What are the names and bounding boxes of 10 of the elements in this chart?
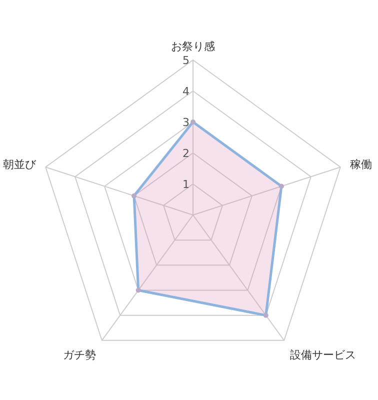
spoke-label: 稼働 bbox=[350, 158, 372, 172]
y-tick-label: 1 bbox=[182, 178, 190, 191]
spoke-label: お祭り感 bbox=[171, 40, 215, 53]
y-tick-label: 4 bbox=[182, 85, 190, 98]
y-tick-label: 5 bbox=[182, 54, 190, 67]
y-tick-label: 3 bbox=[182, 116, 190, 129]
spoke-label: 朝並び bbox=[3, 158, 38, 172]
y-tick-label: 2 bbox=[182, 147, 190, 160]
spoke-label: 設備サービス bbox=[290, 348, 356, 362]
spoke-label: ガチ勢 bbox=[63, 348, 96, 362]
